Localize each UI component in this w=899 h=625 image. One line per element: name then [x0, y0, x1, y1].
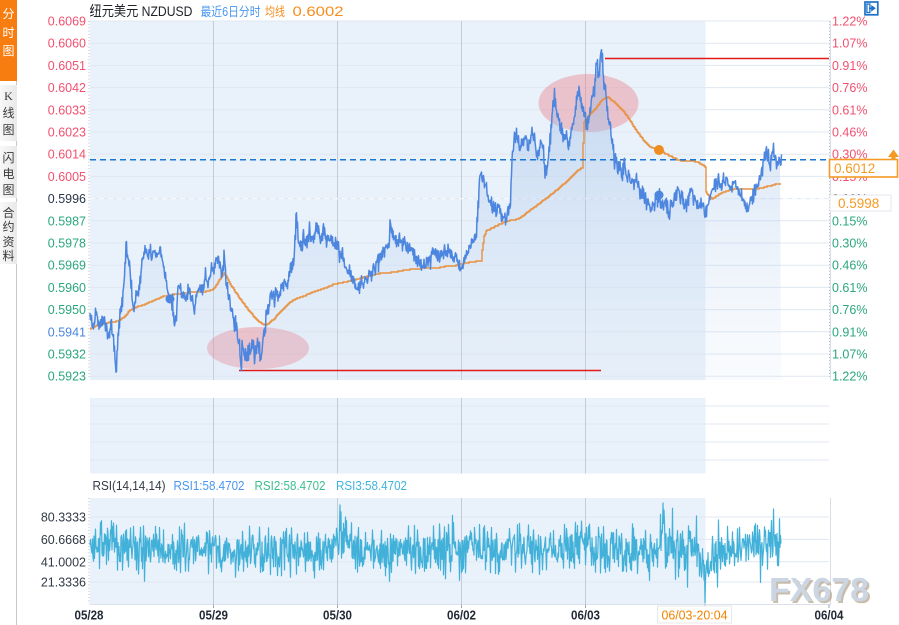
svg-text:0.6042: 0.6042: [48, 81, 86, 95]
svg-text:0.6023: 0.6023: [48, 126, 86, 140]
svg-text:06/04: 06/04: [815, 609, 844, 623]
svg-text:1.22%: 1.22%: [832, 15, 867, 29]
svg-text:0.5987: 0.5987: [48, 214, 86, 228]
svg-text:06/02: 06/02: [447, 609, 476, 623]
svg-text:0.5941: 0.5941: [48, 325, 86, 339]
svg-text:41.0002: 41.0002: [41, 555, 86, 569]
svg-text:0.6069: 0.6069: [48, 15, 86, 29]
svg-text:21.3336: 21.3336: [41, 576, 86, 590]
svg-text:60.6668: 60.6668: [41, 533, 86, 547]
svg-text:0.91%: 0.91%: [832, 59, 867, 73]
svg-text:0.5923: 0.5923: [48, 370, 86, 384]
svg-text:0.6002: 0.6002: [293, 3, 344, 19]
svg-text:均线: 均线: [265, 5, 285, 19]
svg-text:0.6060: 0.6060: [48, 37, 86, 51]
svg-text:RSI3:58.4702: RSI3:58.4702: [336, 479, 407, 493]
svg-text:0.61%: 0.61%: [832, 103, 867, 117]
svg-text:06/03-20:04: 06/03-20:04: [662, 609, 728, 623]
svg-text:0.6014: 0.6014: [48, 148, 86, 162]
svg-text:0.46%: 0.46%: [832, 259, 867, 273]
svg-text:0.5996: 0.5996: [48, 192, 86, 206]
svg-text:FX678: FX678: [771, 573, 871, 610]
svg-text:0.6012: 0.6012: [834, 161, 875, 176]
svg-text:1.22%: 1.22%: [832, 370, 867, 384]
svg-text:1.07%: 1.07%: [832, 348, 867, 362]
svg-text:0.46%: 0.46%: [832, 126, 867, 140]
svg-text:0.91%: 0.91%: [832, 325, 867, 339]
svg-text:纽元美元 NZDUSD: 纽元美元 NZDUSD: [90, 3, 193, 19]
svg-text:0.5978: 0.5978: [48, 237, 86, 251]
svg-text:RSI(14,14,14): RSI(14,14,14): [93, 479, 166, 493]
svg-text:0.76%: 0.76%: [832, 81, 867, 95]
svg-text:0.76%: 0.76%: [832, 303, 867, 317]
svg-text:FX678: FX678: [769, 571, 869, 608]
svg-text:06/03: 06/03: [571, 609, 600, 623]
svg-text:0.6005: 0.6005: [48, 170, 86, 184]
svg-text:RSI1:58.4702: RSI1:58.4702: [174, 479, 245, 493]
svg-text:1.07%: 1.07%: [832, 37, 867, 51]
svg-text:05/28: 05/28: [75, 609, 104, 623]
svg-text:0.30%: 0.30%: [832, 237, 867, 251]
svg-text:0.5960: 0.5960: [48, 281, 86, 295]
svg-text:05/29: 05/29: [199, 609, 228, 623]
svg-text:0.5998: 0.5998: [838, 196, 879, 211]
svg-text:05/30: 05/30: [323, 609, 352, 623]
svg-text:0.61%: 0.61%: [832, 281, 867, 295]
svg-text:0.5969: 0.5969: [48, 259, 86, 273]
svg-text:RSI2:58.4702: RSI2:58.4702: [255, 479, 326, 493]
svg-text:0.5950: 0.5950: [48, 303, 86, 317]
svg-text:0.30%: 0.30%: [832, 148, 867, 162]
svg-text:0.6051: 0.6051: [48, 59, 86, 73]
svg-text:0.5932: 0.5932: [48, 348, 86, 362]
svg-text:80.3333: 80.3333: [41, 511, 86, 525]
svg-text:0.6033: 0.6033: [48, 103, 86, 117]
svg-text:最近6日分时: 最近6日分时: [201, 5, 261, 19]
svg-text:0.15%: 0.15%: [832, 214, 867, 228]
